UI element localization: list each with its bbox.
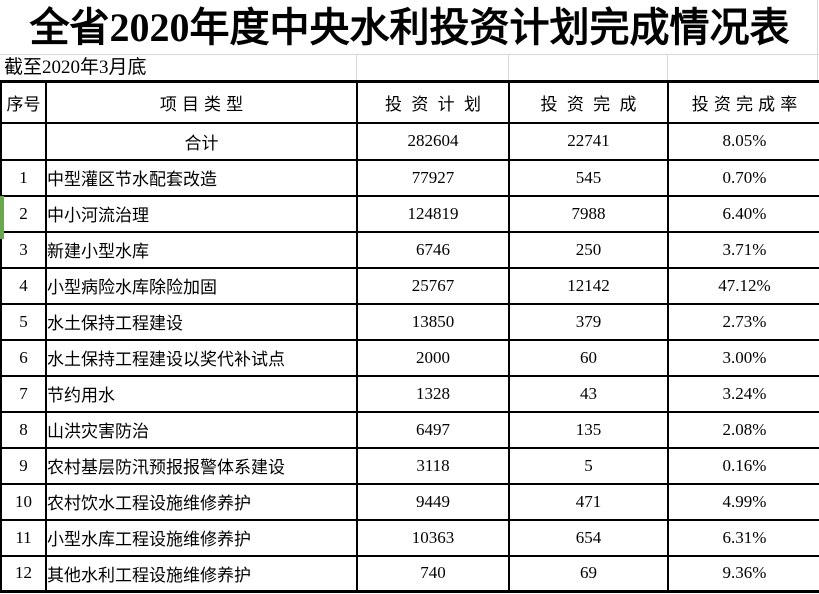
done-cell[interactable]: 43 [508,374,669,413]
rate-cell[interactable]: 3.00% [667,338,819,377]
done-cell[interactable]: 654 [508,518,669,557]
serial-cell[interactable]: 11 [0,518,47,557]
type-cell[interactable]: 小型水库工程设施维修养护 [45,518,358,557]
total-row: 合计 282604 22741 8.05% [0,121,819,161]
done-cell[interactable]: 545 [508,158,669,197]
done-cell[interactable]: 379 [508,302,669,341]
plan-cell[interactable]: 1328 [356,374,510,413]
plan-cell[interactable]: 740 [356,554,510,593]
serial-cell[interactable]: 9 [0,446,47,485]
serial-cell[interactable]: 1 [0,158,47,197]
type-cell[interactable]: 其他水利工程设施维修养护 [45,554,358,593]
type-cell[interactable]: 农村基层防汛预报报警体系建设 [45,446,358,485]
header-completion-rate[interactable]: 投资完成率 [667,80,819,124]
table-row: 10 农村饮水工程设施维修养护 9449 471 4.99% [0,482,819,521]
serial-cell[interactable]: 12 [0,554,47,593]
serial-cell[interactable]: 6 [0,338,47,377]
rate-cell[interactable]: 9.36% [667,554,819,593]
title-row: 全省2020年度中央水利投资计划完成情况表 [0,0,819,54]
total-rate-cell[interactable]: 8.05% [667,121,819,161]
total-serial-cell[interactable] [0,121,47,161]
header-investment-done[interactable]: 投资完成 [508,80,669,124]
plan-cell[interactable]: 25767 [356,266,510,305]
done-cell[interactable]: 5 [508,446,669,485]
rate-cell[interactable]: 4.99% [667,482,819,521]
serial-cell[interactable]: 8 [0,410,47,449]
plan-cell[interactable]: 13850 [356,302,510,341]
gridline [508,55,509,80]
done-cell[interactable]: 250 [508,230,669,269]
table-row: 5 水土保持工程建设 13850 379 2.73% [0,302,819,341]
rate-cell[interactable]: 3.24% [667,374,819,413]
total-label-cell[interactable]: 合计 [45,121,358,161]
investment-table: 序号 项目类型 投资计划 投资完成 投资完成率 合计 282604 22741 … [0,80,819,593]
rate-cell[interactable]: 2.73% [667,302,819,341]
type-cell[interactable]: 水土保持工程建设以奖代补试点 [45,338,358,377]
serial-cell[interactable]: 5 [0,302,47,341]
table-row: 7 节约用水 1328 43 3.24% [0,374,819,413]
selection-indicator [0,196,4,239]
rate-cell[interactable]: 47.12% [667,266,819,305]
table-row: 9 农村基层防汛预报报警体系建设 3118 5 0.16% [0,446,819,485]
serial-cell[interactable]: 2 [0,194,47,233]
done-cell[interactable]: 69 [508,554,669,593]
rate-cell[interactable]: 3.71% [667,230,819,269]
serial-cell[interactable]: 10 [0,482,47,521]
type-cell[interactable]: 小型病险水库除险加固 [45,266,358,305]
gridline [817,0,818,54]
gridline [667,55,668,80]
rate-cell[interactable]: 6.40% [667,194,819,233]
plan-cell[interactable]: 10363 [356,518,510,557]
rate-cell[interactable]: 6.31% [667,518,819,557]
plan-cell[interactable]: 77927 [356,158,510,197]
done-cell[interactable]: 471 [508,482,669,521]
rate-cell[interactable]: 0.16% [667,446,819,485]
table-header-row: 序号 项目类型 投资计划 投资完成 投资完成率 [0,80,819,124]
rate-cell[interactable]: 2.08% [667,410,819,449]
type-cell[interactable]: 山洪灾害防治 [45,410,358,449]
header-project-type[interactable]: 项目类型 [45,80,358,124]
serial-cell[interactable]: 3 [0,230,47,269]
table-row: 12 其他水利工程设施维修养护 740 69 9.36% [0,554,819,593]
plan-cell[interactable]: 6497 [356,410,510,449]
rate-cell[interactable]: 0.70% [667,158,819,197]
type-cell[interactable]: 节约用水 [45,374,358,413]
type-cell[interactable]: 农村饮水工程设施维修养护 [45,482,358,521]
table-row: 8 山洪灾害防治 6497 135 2.08% [0,410,819,449]
table-row: 3 新建小型水库 6746 250 3.71% [0,230,819,269]
done-cell[interactable]: 60 [508,338,669,377]
serial-cell[interactable]: 7 [0,374,47,413]
plan-cell[interactable]: 2000 [356,338,510,377]
header-investment-plan[interactable]: 投资计划 [356,80,510,124]
plan-cell[interactable]: 6746 [356,230,510,269]
type-cell[interactable]: 水土保持工程建设 [45,302,358,341]
done-cell[interactable]: 7988 [508,194,669,233]
type-cell[interactable]: 中小河流治理 [45,194,358,233]
as-of-date-label: 截至2020年3月底 [4,57,147,78]
serial-cell[interactable]: 4 [0,266,47,305]
table-row: 4 小型病险水库除险加固 25767 12142 47.12% [0,266,819,305]
table-row: 2 中小河流治理 124819 7988 6.40% [0,194,819,233]
done-cell[interactable]: 12142 [508,266,669,305]
gridline [356,55,357,80]
total-plan-cell[interactable]: 282604 [356,121,510,161]
header-serial-number[interactable]: 序号 [0,80,47,124]
plan-cell[interactable]: 3118 [356,446,510,485]
table-row: 6 水土保持工程建设以奖代补试点 2000 60 3.00% [0,338,819,377]
plan-cell[interactable]: 9449 [356,482,510,521]
total-done-cell[interactable]: 22741 [508,121,669,161]
plan-cell[interactable]: 124819 [356,194,510,233]
done-cell[interactable]: 135 [508,410,669,449]
table-row: 11 小型水库工程设施维修养护 10363 654 6.31% [0,518,819,557]
gridline [817,55,818,80]
page-title: 全省2020年度中央水利投资计划完成情况表 [29,5,790,50]
table-row: 1 中型灌区节水配套改造 77927 545 0.70% [0,158,819,197]
type-cell[interactable]: 中型灌区节水配套改造 [45,158,358,197]
type-cell[interactable]: 新建小型水库 [45,230,358,269]
subtitle-row[interactable]: 截至2020年3月底 [0,54,819,80]
